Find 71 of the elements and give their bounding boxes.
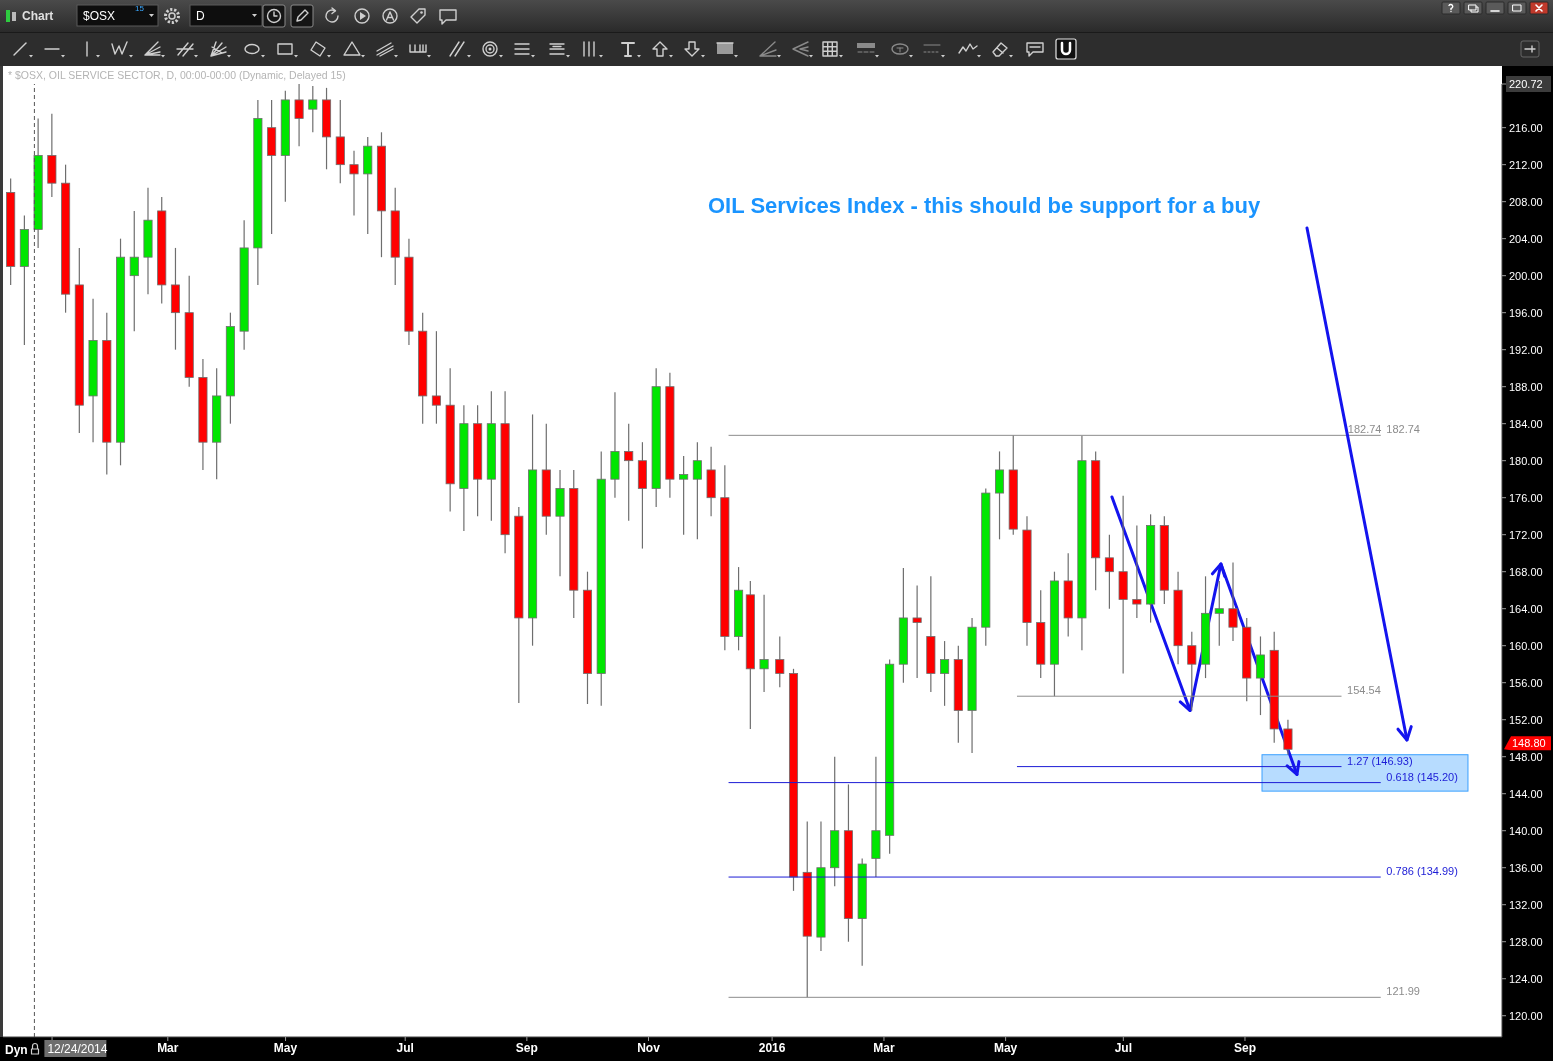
text: OIL Services Index - this should be support for a buy [708, 193, 1261, 218]
y-tick-label: 184.00 [1509, 417, 1543, 430]
candlestick [679, 455, 689, 536]
y-tick-label: 144.00 [1509, 787, 1543, 800]
series-label: 0.618 (145.20) [1386, 770, 1458, 783]
candlestick [129, 210, 139, 332]
candlestick [692, 441, 702, 540]
series-label: 1.27 (146.93) [1347, 754, 1413, 767]
y-tick-label: 152.00 [1509, 713, 1543, 726]
x-tick-label: May [993, 1040, 1018, 1055]
candlestick [1132, 524, 1142, 619]
y-tick-label: 216.00 [1509, 121, 1543, 134]
y-tick-label: 128.00 [1509, 935, 1543, 948]
x-tick-label: 2016 [758, 1040, 786, 1055]
y-tick-label: 212.00 [1509, 158, 1543, 171]
candlestick [431, 330, 441, 425]
y-tick-label: 164.00 [1509, 602, 1543, 615]
x-tick-label: Sep [1233, 1040, 1256, 1055]
chart-subtitle: * $OSX, OIL SERVICE SECTOR, D, 00:00-00:00 (Dynamic, Delayed 15) [8, 69, 346, 81]
series-label: 182.74 [1347, 423, 1382, 436]
y-tick-label: 208.00 [1509, 195, 1543, 208]
x-tick-label: Jul [396, 1040, 414, 1055]
x-tick-label: Mar [157, 1040, 179, 1055]
y-tick-label: 124.00 [1509, 972, 1543, 985]
y-tick-label: 204.00 [1509, 232, 1543, 245]
x-tick-label: Jul [1114, 1040, 1132, 1055]
text: Chart [22, 9, 54, 23]
y-tick-label: 156.00 [1509, 676, 1543, 689]
candlestick [1214, 580, 1224, 647]
y-tick-label: 176.00 [1509, 491, 1543, 504]
candlestick [995, 450, 1005, 540]
candlestick [624, 423, 634, 522]
y-tick-label: 188.00 [1509, 380, 1543, 393]
y-tick-label: 132.00 [1509, 898, 1543, 911]
y-tick-label: 196.00 [1509, 306, 1543, 319]
y-tick-label: 220.72 [1509, 78, 1543, 90]
candlestick [308, 85, 318, 133]
y-tick-label: 160.00 [1509, 639, 1543, 652]
series-label: 0.786 (134.99) [1386, 865, 1458, 878]
candlestick [349, 150, 359, 217]
x-tick-label: May [273, 1040, 298, 1055]
y-tick-label: 148.00 [1509, 750, 1543, 763]
text: $OSX [83, 9, 116, 23]
y-tick-label: 136.00 [1509, 861, 1543, 874]
candlestick [1104, 534, 1114, 610]
y-tick-label: 180.00 [1509, 454, 1543, 467]
candlestick [940, 640, 950, 707]
annotation: 182.74 [1386, 423, 1421, 436]
candlestick [1187, 631, 1197, 712]
candlestick [775, 635, 785, 688]
candlestick [912, 584, 922, 679]
x-tick-label: Sep [515, 1040, 538, 1055]
candlestick [1228, 561, 1238, 642]
candlestick [1255, 635, 1265, 716]
text: D [196, 9, 205, 23]
y-tick-label: 168.00 [1509, 565, 1543, 578]
candlestick [294, 84, 304, 147]
x-tick-label: Mar [873, 1040, 895, 1055]
y-tick-label: 192.00 [1509, 343, 1543, 356]
series-label: 154.54 [1347, 684, 1381, 697]
candlestick [759, 594, 769, 693]
y-tick-label: 172.00 [1509, 528, 1543, 541]
text: 15 [135, 4, 145, 13]
text: Dyn [5, 1043, 28, 1057]
y-tick-label: 200.00 [1509, 269, 1543, 282]
series-label: 121.99 [1386, 985, 1421, 998]
candlestick [1283, 719, 1293, 756]
y-tick-label: 140.00 [1509, 824, 1543, 837]
y-tick-label: 120.00 [1509, 1009, 1543, 1022]
text: 148.80 [1512, 736, 1546, 749]
x-tick-label: Nov [637, 1040, 661, 1055]
